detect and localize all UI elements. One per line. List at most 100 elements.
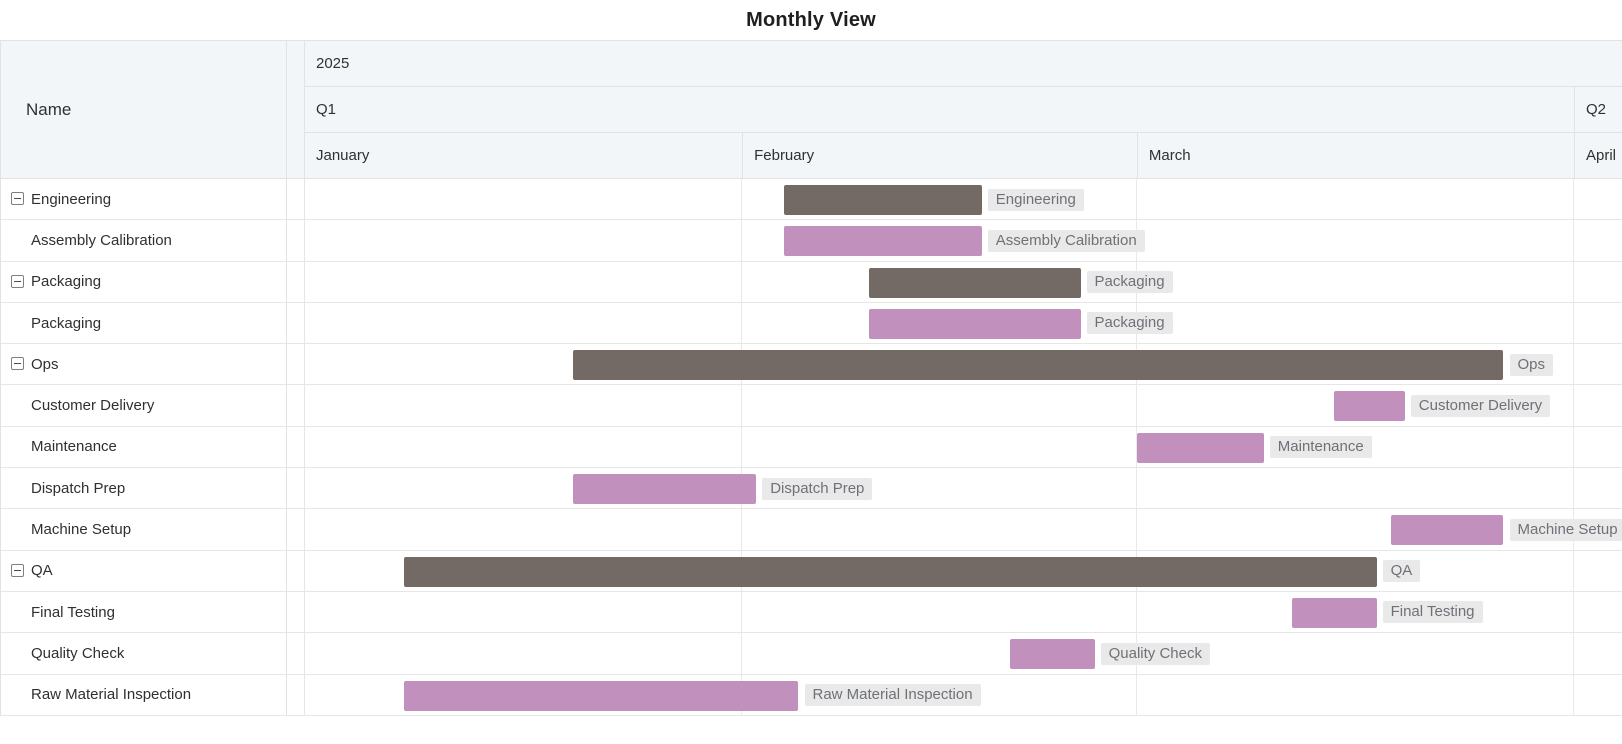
task-name-cell[interactable]: Raw Material Inspection: [1, 674, 287, 716]
splitter-row-gap: [287, 302, 304, 345]
task-bar-label: Maintenance: [1269, 436, 1372, 459]
task-bar[interactable]: [869, 267, 1081, 298]
gantt-header: Name 2025 Q1 Q2 January February March April: [1, 41, 1622, 179]
quarter-header-cell: Q1: [316, 101, 337, 118]
task-name-cell[interactable]: Dispatch Prep: [1, 468, 287, 510]
collapse-icon[interactable]: [11, 563, 24, 577]
month-header-cell: March: [1136, 133, 1574, 178]
task-name: Engineering: [31, 190, 112, 208]
task-name: Packaging: [31, 273, 102, 291]
task-bar[interactable]: [784, 226, 982, 257]
grid-chart-splitter[interactable]: [287, 41, 304, 716]
task-row: Raw Material Inspection Raw Material Ins…: [1, 674, 1622, 716]
task-row: Quality Check Quality Check: [1, 633, 1622, 675]
task-timeline-cell: Customer Delivery: [304, 385, 1622, 427]
splitter-row-gap: [287, 426, 304, 469]
task-bar[interactable]: [1390, 515, 1504, 546]
task-name-cell[interactable]: Final Testing: [1, 591, 287, 634]
task-name: Assembly Calibration: [31, 231, 172, 249]
task-bar[interactable]: [1334, 391, 1405, 422]
task-bar[interactable]: [869, 308, 1081, 339]
task-bar-label: Ops: [1509, 353, 1554, 376]
task-name-cell[interactable]: Assembly Calibration: [1, 220, 287, 262]
task-name-cell[interactable]: Maintenance: [1, 426, 287, 469]
task-bar[interactable]: [572, 350, 1504, 381]
task-name: Dispatch Prep: [31, 479, 126, 497]
task-timeline-cell: Packaging: [304, 261, 1622, 303]
collapse-icon[interactable]: [11, 274, 24, 288]
task-timeline-cell: Machine Setup: [304, 509, 1622, 551]
splitter-row-gap: [287, 633, 304, 675]
task-bar-label: Customer Delivery: [1410, 394, 1551, 417]
quarter-header-cell: Q2: [1574, 87, 1622, 132]
task-timeline-cell: Ops: [304, 344, 1622, 386]
task-timeline-cell: QA: [304, 550, 1622, 592]
splitter-row-gap: [287, 509, 304, 551]
collapse-icon[interactable]: [11, 357, 24, 371]
task-name: Ops: [31, 355, 59, 373]
collapse-icon[interactable]: [11, 192, 24, 206]
task-row: Ops Ops: [1, 344, 1622, 386]
task-bar[interactable]: [403, 556, 1377, 587]
task-row: Final Testing Final Testing: [1, 591, 1622, 634]
task-bar[interactable]: [1136, 432, 1264, 463]
splitter-row-gap: [287, 591, 304, 634]
task-name-cell[interactable]: Quality Check: [1, 633, 287, 675]
task-row: QA QA: [1, 550, 1622, 592]
task-timeline-cell: Raw Material Inspection: [304, 674, 1622, 716]
task-bar-label: Packaging: [1086, 312, 1173, 335]
month-header-cell: February: [742, 133, 1137, 178]
task-name-cell[interactable]: Engineering: [1, 179, 287, 221]
splitter-row-gap: [287, 344, 304, 386]
task-name-cell[interactable]: Packaging: [1, 302, 287, 345]
timeline-tier-month: January February March April: [305, 133, 1622, 179]
task-name-cell[interactable]: Ops: [1, 344, 287, 386]
task-bar-label: Quality Check: [1100, 642, 1210, 665]
task-name: Raw Material Inspection: [31, 686, 192, 704]
task-name: Maintenance: [31, 438, 117, 456]
task-name-cell[interactable]: Machine Setup: [1, 509, 287, 551]
task-name: Machine Setup: [31, 521, 132, 539]
task-name: Packaging: [31, 314, 102, 332]
splitter-row-gap: [287, 385, 304, 427]
task-bar[interactable]: [784, 185, 982, 215]
splitter-row-gap: [287, 220, 304, 262]
task-timeline-cell: Assembly Calibration: [304, 220, 1622, 262]
task-bar-label: Raw Material Inspection: [804, 684, 981, 707]
name-column-header: Name: [1, 41, 287, 179]
task-timeline-cell: Quality Check: [304, 633, 1622, 675]
month-header-cell: April: [1573, 133, 1622, 178]
task-timeline-cell: Maintenance: [304, 426, 1622, 469]
task-timeline-cell: Final Testing: [304, 591, 1622, 634]
task-name-cell[interactable]: Packaging: [1, 261, 287, 303]
task-bar[interactable]: [1292, 597, 1377, 628]
task-bar-label: Assembly Calibration: [987, 229, 1145, 252]
task-bar-label: Dispatch Prep: [762, 477, 873, 500]
month-header-cell: January: [316, 147, 370, 164]
splitter-row-gap: [287, 468, 304, 510]
task-row: Customer Delivery Customer Delivery: [1, 385, 1622, 427]
splitter-row-gap: [287, 179, 304, 221]
task-name: Quality Check: [31, 644, 125, 662]
page-title: Monthly View: [746, 8, 876, 31]
task-bar-label: Packaging: [1086, 271, 1173, 294]
task-bar[interactable]: [572, 474, 757, 505]
task-bar[interactable]: [1010, 639, 1095, 670]
task-timeline-cell: Engineering: [304, 179, 1622, 221]
task-name: Customer Delivery: [31, 397, 155, 415]
task-name-cell[interactable]: QA: [1, 550, 287, 592]
task-name-cell[interactable]: Customer Delivery: [1, 385, 287, 427]
task-bar[interactable]: [403, 680, 799, 711]
task-bar-label: Machine Setup: [1509, 518, 1622, 541]
splitter-header-gap: [287, 41, 304, 179]
task-bar-label: QA: [1382, 560, 1421, 583]
task-bar-label: Engineering: [987, 188, 1084, 211]
task-row: Packaging Packaging: [1, 261, 1622, 303]
task-row: Packaging Packaging: [1, 302, 1622, 345]
splitter-row-gap: [287, 550, 304, 592]
task-row: Engineering Engineering: [1, 179, 1622, 221]
year-header-cell: 2025: [316, 55, 350, 72]
timeline-tier-year: 2025: [305, 41, 1622, 87]
task-bar-label: Final Testing: [1382, 601, 1483, 624]
splitter-row-gap: [287, 674, 304, 716]
